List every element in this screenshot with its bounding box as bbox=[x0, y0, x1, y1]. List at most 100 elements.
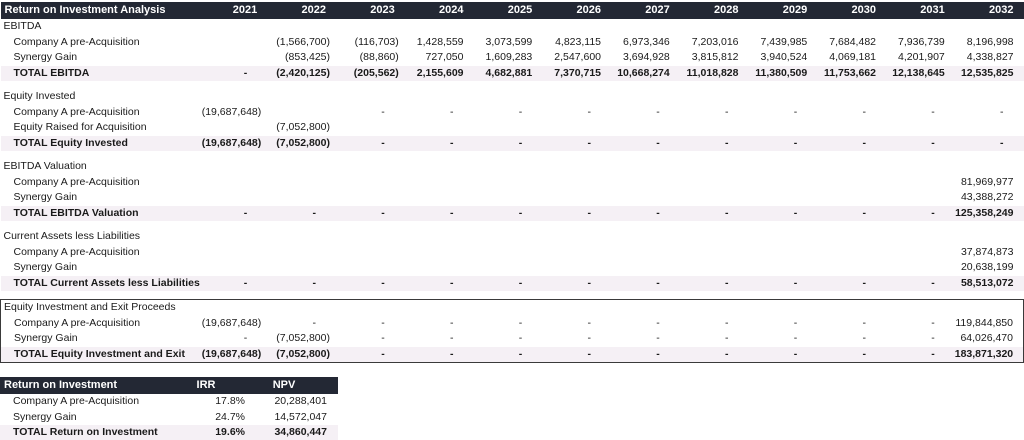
value-cell bbox=[336, 120, 405, 136]
row-label: TOTAL Equity Invested bbox=[0, 135, 199, 151]
year-column-header: 2027 bbox=[611, 2, 680, 19]
data-row: Equity Raised for Acquisition (7,052,800) bbox=[1, 120, 1024, 136]
value-cell: 3,694,928 bbox=[623, 51, 670, 64]
value-cell: (7,052,800) bbox=[267, 346, 336, 363]
section-header-row: EBITDA bbox=[1, 19, 1024, 35]
row-label: Synergy Gain bbox=[13, 51, 78, 64]
analysis-table: Return on Investment Analysis 2021 2022 202… bbox=[0, 2, 1024, 363]
value-cell bbox=[749, 260, 818, 276]
year-column-header: 2026 bbox=[542, 2, 611, 19]
value-cell: - bbox=[518, 105, 523, 118]
data-row: Company A pre-Acquisition (19,687,648) - - -… bbox=[0, 315, 1024, 331]
value-cell: 11,380,509 bbox=[748, 65, 818, 81]
value-cell: - bbox=[587, 316, 592, 329]
value-cell: 3,815,812 bbox=[691, 51, 739, 64]
value-cell: (19,687,648) bbox=[198, 135, 268, 151]
irr-cell: 24.7% bbox=[215, 410, 245, 423]
value-cell bbox=[886, 120, 955, 136]
total-row: TOTAL Equity Invested (19,687,648) (7,052,… bbox=[0, 135, 1024, 151]
value-cell: - bbox=[886, 275, 955, 291]
value-cell bbox=[336, 245, 405, 261]
value-cell: (19,687,648) bbox=[201, 105, 262, 118]
value-cell: 3,073,599 bbox=[485, 35, 533, 48]
value-cell: - bbox=[450, 105, 454, 118]
value-cell: - bbox=[611, 205, 680, 221]
value-cell bbox=[199, 190, 268, 206]
row-label: Company A pre-Acquisition bbox=[13, 245, 140, 258]
value-cell bbox=[199, 260, 268, 276]
value-cell: 4,201,907 bbox=[898, 51, 945, 64]
value-cell: - bbox=[656, 316, 660, 329]
value-cell: 12,535,825 bbox=[954, 65, 1024, 81]
value-cell bbox=[680, 175, 749, 191]
roi-column-header: IRR bbox=[182, 377, 254, 394]
value-cell: - bbox=[725, 332, 729, 345]
value-cell bbox=[886, 175, 955, 191]
data-row: Synergy Gain 43,388,272 bbox=[1, 190, 1024, 206]
year-column-header: 2031 bbox=[886, 2, 955, 19]
section-label: Equity Investment and Exit Proceeds bbox=[0, 299, 1024, 316]
value-cell: 43,388,272 bbox=[960, 191, 1014, 204]
value-cell: - bbox=[931, 332, 935, 345]
value-cell: - bbox=[404, 135, 474, 151]
value-cell: 81,969,977 bbox=[960, 175, 1014, 188]
row-label: Company A pre-Acquisition bbox=[0, 315, 199, 331]
value-cell: 64,026,470 bbox=[954, 331, 1024, 347]
value-cell bbox=[886, 190, 955, 206]
value-cell: - bbox=[817, 135, 886, 151]
section-header-row: Equity Invested bbox=[1, 89, 1024, 105]
value-cell bbox=[680, 260, 749, 276]
value-cell: - bbox=[450, 316, 454, 329]
value-cell bbox=[267, 175, 336, 191]
value-cell: 125,358,249 bbox=[954, 205, 1024, 221]
section-header-row: Current Assets less Liabilities bbox=[1, 229, 1024, 245]
gap-cell bbox=[0, 221, 1024, 229]
value-cell: - bbox=[542, 135, 611, 151]
value-cell: 4,682,881 bbox=[473, 65, 543, 81]
value-cell bbox=[542, 190, 611, 206]
value-cell: 2,547,600 bbox=[554, 51, 601, 64]
value-cell: - bbox=[817, 275, 886, 291]
year-column-header: 2028 bbox=[679, 2, 749, 19]
value-cell bbox=[680, 120, 749, 136]
value-cell: (19,687,648) bbox=[201, 316, 262, 329]
roi-data-row: Synergy Gain 24.7% 14,572,047 bbox=[0, 410, 338, 426]
value-cell: - bbox=[542, 275, 611, 291]
roi-column-header: NPV bbox=[254, 377, 338, 394]
year-column-header: 2021 bbox=[198, 2, 268, 19]
value-cell: - bbox=[336, 275, 405, 291]
value-cell bbox=[749, 190, 818, 206]
column-header-row: Return on Investment Analysis 2021 2022 202… bbox=[0, 2, 1024, 19]
value-cell: - bbox=[450, 332, 454, 345]
value-cell bbox=[474, 175, 543, 191]
value-cell: (205,562) bbox=[336, 65, 405, 81]
row-label: Company A pre-Acquisition bbox=[13, 35, 140, 48]
data-row: Synergy Gain (853,425) (88,860) 727,050 1,60… bbox=[1, 50, 1024, 66]
value-cell: - bbox=[611, 275, 680, 291]
value-cell bbox=[817, 175, 886, 191]
total-row: TOTAL EBITDA - (2,420,125) (205,562) 2,155,6… bbox=[0, 65, 1024, 81]
value-cell: - bbox=[404, 346, 474, 363]
value-cell bbox=[199, 245, 268, 261]
value-cell bbox=[542, 260, 611, 276]
value-cell bbox=[611, 120, 680, 136]
row-label: Company A pre-Acquisition bbox=[13, 395, 140, 408]
value-cell: - bbox=[1000, 105, 1004, 118]
value-cell: - bbox=[611, 135, 680, 151]
value-cell bbox=[405, 175, 474, 191]
value-cell bbox=[886, 245, 955, 261]
value-cell: (19,687,648) bbox=[198, 346, 268, 363]
total-row: TOTAL Equity Investment and Exit (19,687,… bbox=[0, 346, 1024, 363]
value-cell: - bbox=[817, 346, 886, 363]
value-cell: (2,420,125) bbox=[267, 65, 336, 81]
value-cell: 727,050 bbox=[425, 51, 464, 64]
value-cell: (88,860) bbox=[359, 51, 399, 64]
value-cell: - bbox=[725, 316, 729, 329]
data-row: Company A pre-Acquisition (1,566,700) (116… bbox=[1, 35, 1024, 51]
value-cell: - bbox=[381, 105, 385, 118]
data-row: Synergy Gain 20,638,199 bbox=[1, 260, 1024, 276]
year-column-header: 2029 bbox=[748, 2, 818, 19]
value-cell: 7,936,739 bbox=[898, 35, 945, 48]
value-cell bbox=[749, 175, 818, 191]
